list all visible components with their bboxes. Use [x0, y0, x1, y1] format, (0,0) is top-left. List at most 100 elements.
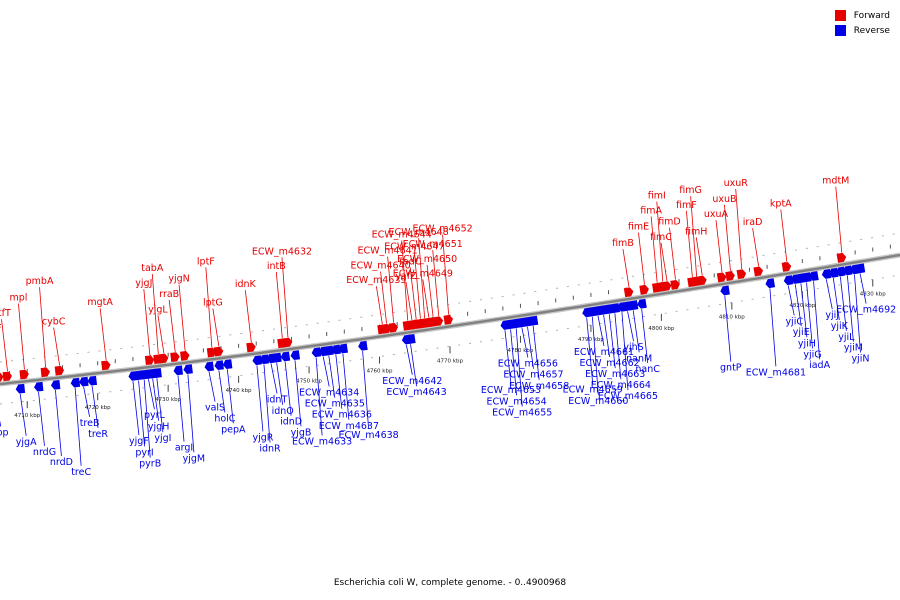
reverse-gene-label: yjiL: [838, 332, 855, 343]
forward-gene-arrow: [697, 275, 707, 286]
forward-gene-leader: [405, 281, 413, 320]
forward-gene-arrow: [40, 367, 51, 378]
forward-gene-arrow: [180, 351, 190, 361]
forward-gene-leader: [650, 216, 658, 283]
reverse-gene-label: yjiK: [831, 321, 849, 332]
forward-gene-label: fimC: [650, 232, 672, 243]
reverse-gene-leader: [143, 379, 151, 458]
reverse-gene-leader: [621, 312, 629, 391]
reverse-gene-label: nrdD: [50, 457, 73, 468]
reverse-gene-arrow: [809, 271, 819, 281]
forward-gene-label: ECW_m4649: [393, 268, 453, 279]
reverse-gene-leader: [38, 391, 45, 446]
gene-labels-layer: yjfF ytfT mpl pmbA cybC mgtA yjgJ tabA yjgL rraB y…: [0, 176, 896, 478]
reverse-gene-leader: [335, 354, 343, 409]
forward-gene-arrow: [19, 369, 29, 380]
forward-gene-arrow: [836, 252, 847, 263]
forward-gene-label: ECW_m4648: [389, 227, 449, 238]
reverse-gene-leader: [322, 356, 330, 387]
reverse-gene-label: ECW_m4636: [312, 410, 372, 421]
forward-gene-arrow: [213, 346, 224, 357]
reverse-gene-leader: [813, 281, 820, 360]
reverse-gene-label: yjiC: [785, 316, 803, 327]
reverse-gene-leader: [148, 379, 155, 410]
reverse-gene-leader: [839, 276, 847, 331]
reverse-gene-leader: [270, 363, 278, 394]
reverse-gene-leader: [806, 282, 813, 349]
reverse-gene-label: ECW_m4653: [481, 385, 541, 396]
reverse-gene-label: nanM: [626, 353, 652, 364]
reverse-gene-leader: [218, 370, 226, 413]
reverse-gene-label: yjgM: [183, 453, 206, 464]
reverse-gene-leader: [641, 308, 649, 364]
forward-gene-leader: [835, 186, 843, 253]
reverse-gene-leader: [138, 380, 145, 447]
forward-gene-arrow: [433, 316, 444, 327]
reverse-gene-leader: [156, 378, 164, 433]
forward-guide-rail: [0, 232, 900, 363]
reverse-gene-arrow: [720, 285, 730, 296]
reverse-gene-leader: [187, 374, 195, 453]
reverse-gene-leader: [591, 316, 599, 395]
reverse-gene-arrow: [290, 350, 301, 361]
forward-gene-leader: [422, 279, 430, 318]
forward-gene-leader: [669, 227, 676, 280]
reverse-gene-leader: [256, 365, 264, 432]
reverse-gene-arrow: [802, 272, 812, 283]
genome-axis-layer: [0, 232, 900, 405]
reverse-gene-label: ECW_m4658: [509, 381, 569, 392]
forward-gene-label: tabA: [141, 263, 164, 274]
reverse-gene-arrow: [637, 298, 647, 309]
reverse-gene-arrow: [765, 278, 776, 289]
scale-tick-label: 4770 kbp: [437, 358, 463, 364]
forward-gene-arrow: [388, 322, 399, 333]
reverse-gene-leader: [0, 420, 2, 427]
reverse-gene-leader: [627, 311, 634, 342]
forward-gene-arrow: [443, 314, 454, 325]
forward-gene-label: ECW_m4644: [372, 230, 432, 241]
forward-gene-leader: [53, 327, 61, 366]
forward-gene-label: fimG: [679, 185, 702, 196]
forward-gene-leader: [442, 234, 449, 315]
forward-gene-label: uxuA: [704, 209, 729, 220]
legend-item-forward: Forward: [834, 8, 890, 23]
legend-item-reverse: Reverse: [834, 23, 890, 38]
forward-gene-label: ytfT: [0, 308, 11, 319]
forward-gene-arrow: [54, 365, 65, 376]
forward-gene-label: rraB: [159, 289, 179, 300]
reverse-gene-leader: [19, 393, 27, 436]
scale-tick-label: 4780 kbp: [508, 348, 534, 354]
forward-gene-leader: [735, 188, 743, 269]
reverse-gene-label: ECW_m4661: [574, 347, 634, 358]
reverse-gene-leader: [597, 315, 605, 346]
forward-gene-leader: [690, 196, 698, 277]
forward-gene-leader: [178, 284, 186, 351]
reverse-gene-leader: [263, 364, 271, 443]
forward-gene-arrow: [753, 266, 764, 277]
forward-gene-leader: [695, 237, 703, 276]
forward-gene-leader: [638, 232, 645, 285]
reverse-gene-arrow: [87, 375, 98, 386]
reverse-gene-leader: [177, 375, 185, 442]
scale-tick-label: 4810 kbp: [719, 315, 745, 321]
forward-gene-label: lptG: [203, 297, 223, 308]
reverse-gene-label: yjgR: [252, 432, 273, 443]
reverse-gene-label: treB: [80, 418, 100, 429]
reverse-gene-leader: [586, 317, 594, 384]
reverse-gene-arrow: [183, 364, 193, 374]
forward-gene-leader: [281, 257, 289, 338]
forward-gene-label: yafZ: [395, 271, 417, 282]
forward-gene-arrow: [623, 287, 634, 298]
forward-gene-label: fimD: [658, 217, 681, 228]
reverse-gene-leader: [510, 329, 517, 396]
forward-gene-arrow: [282, 337, 293, 348]
reverse-gene-arrow: [280, 351, 291, 362]
reverse-gene-label: nrdG: [33, 447, 56, 458]
reverse-gene-leader: [614, 313, 622, 380]
genome-caption: Escherichia coli W, complete genome. - 0…: [333, 578, 567, 588]
reverse-gene-label: ECW_m4664: [591, 380, 651, 391]
reverse-gene-label: ECW_m4663: [585, 369, 645, 380]
reverse-gene-label: yjgI: [154, 433, 171, 444]
reverse-gene-leader: [787, 285, 795, 316]
